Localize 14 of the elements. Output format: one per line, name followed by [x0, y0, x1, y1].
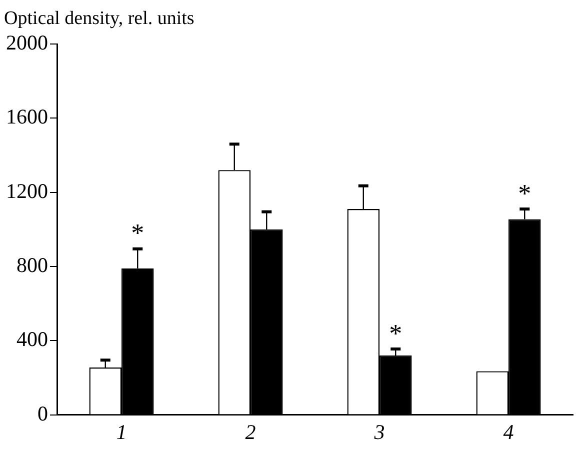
x-tick-label: 1 — [116, 420, 127, 444]
x-tick-label: 4 — [503, 420, 514, 444]
annotation: * — [518, 178, 532, 208]
y-tick-label: 800 — [16, 252, 48, 277]
y-axis-title: Optical density, rel. units — [4, 8, 194, 30]
y-tick-label: 0 — [38, 401, 48, 426]
y-tick-label: 1600 — [6, 104, 48, 129]
annotation: * — [131, 218, 144, 248]
x-tick-label: 3 — [373, 420, 385, 444]
x-tick-label: 2 — [245, 420, 256, 444]
y-tick-label: 400 — [16, 327, 48, 352]
annotation: * — [389, 318, 402, 348]
y-tick-label: 1200 — [6, 178, 48, 203]
y-tick-label: 2000 — [6, 30, 48, 55]
